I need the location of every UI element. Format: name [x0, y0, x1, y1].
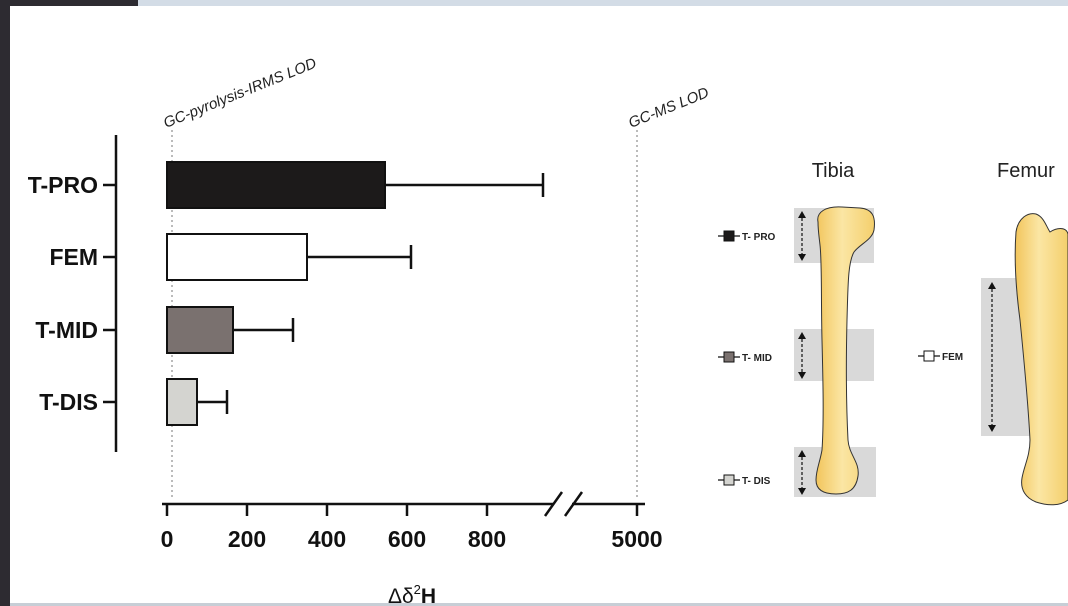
- y-axis: T-PRO FEM T-MID T-DIS: [28, 135, 118, 452]
- window-frame-left: [0, 0, 10, 606]
- legend-fem-label: FEM: [942, 352, 963, 363]
- bar-fem: [166, 233, 308, 281]
- bar-t-mid: [166, 306, 234, 354]
- x-axis-label-h: H: [421, 585, 436, 606]
- window-frame-top-dark: [10, 0, 138, 6]
- x-tick-label-400: 400: [308, 526, 346, 552]
- x-tick-label-0: 0: [161, 526, 174, 552]
- x-axis-label-delta: Δδ: [388, 585, 414, 606]
- femur-title: Femur: [997, 160, 1055, 182]
- tibia-illustration: Tibia T- PRO T- MID: [718, 160, 876, 497]
- lod-label-1: GC-MS LOD: [626, 84, 711, 132]
- y-tick-label-t-mid: T-MID: [35, 317, 98, 343]
- femur-illustration: Femur FEM: [918, 160, 1068, 506]
- legend-t-mid: T- MID: [718, 351, 772, 364]
- legend-t-mid-label: T- MID: [742, 353, 772, 364]
- legend-fem: FEM: [918, 350, 963, 363]
- bar-t-dis: [166, 378, 198, 426]
- x-axis-break-left: [543, 491, 564, 517]
- femur-arrow: [988, 282, 996, 432]
- x-tick-label-600: 600: [388, 526, 426, 552]
- x-axis: 0 200 400 600 800 5000: [161, 491, 663, 552]
- y-tick-label-fem: FEM: [49, 244, 98, 270]
- tibia-bone: [815, 206, 875, 495]
- y-tick-label-t-dis: T-DIS: [39, 389, 98, 415]
- window-frame-bottom: [10, 603, 1068, 606]
- tibia-arrow-distal: [798, 450, 806, 495]
- x-tick-label-5000: 5000: [611, 526, 662, 552]
- legend-t-dis-label: T- DIS: [742, 476, 771, 487]
- tibia-arrow-middle: [798, 332, 806, 379]
- tibia-title: Tibia: [812, 160, 855, 182]
- x-axis-label: Δδ2H: [388, 582, 436, 606]
- tibia-arrow-proximal: [798, 211, 806, 261]
- legend-t-dis: T- DIS: [718, 474, 771, 487]
- legend-t-pro-label: T- PRO: [742, 232, 776, 243]
- lod-label-0: GC-pyrolysis-IRMS LOD: [161, 55, 319, 132]
- x-axis-break-right: [563, 491, 584, 517]
- legend-t-pro: T- PRO: [718, 230, 776, 243]
- femur-bone: [1014, 213, 1068, 506]
- x-axis-label-sup: 2: [414, 582, 421, 597]
- bar-t-pro: [166, 161, 386, 209]
- x-tick-label-200: 200: [228, 526, 266, 552]
- bars: [166, 161, 545, 426]
- window-frame-top: [138, 0, 1068, 6]
- y-tick-label-t-pro: T-PRO: [28, 172, 98, 198]
- x-tick-label-800: 800: [468, 526, 506, 552]
